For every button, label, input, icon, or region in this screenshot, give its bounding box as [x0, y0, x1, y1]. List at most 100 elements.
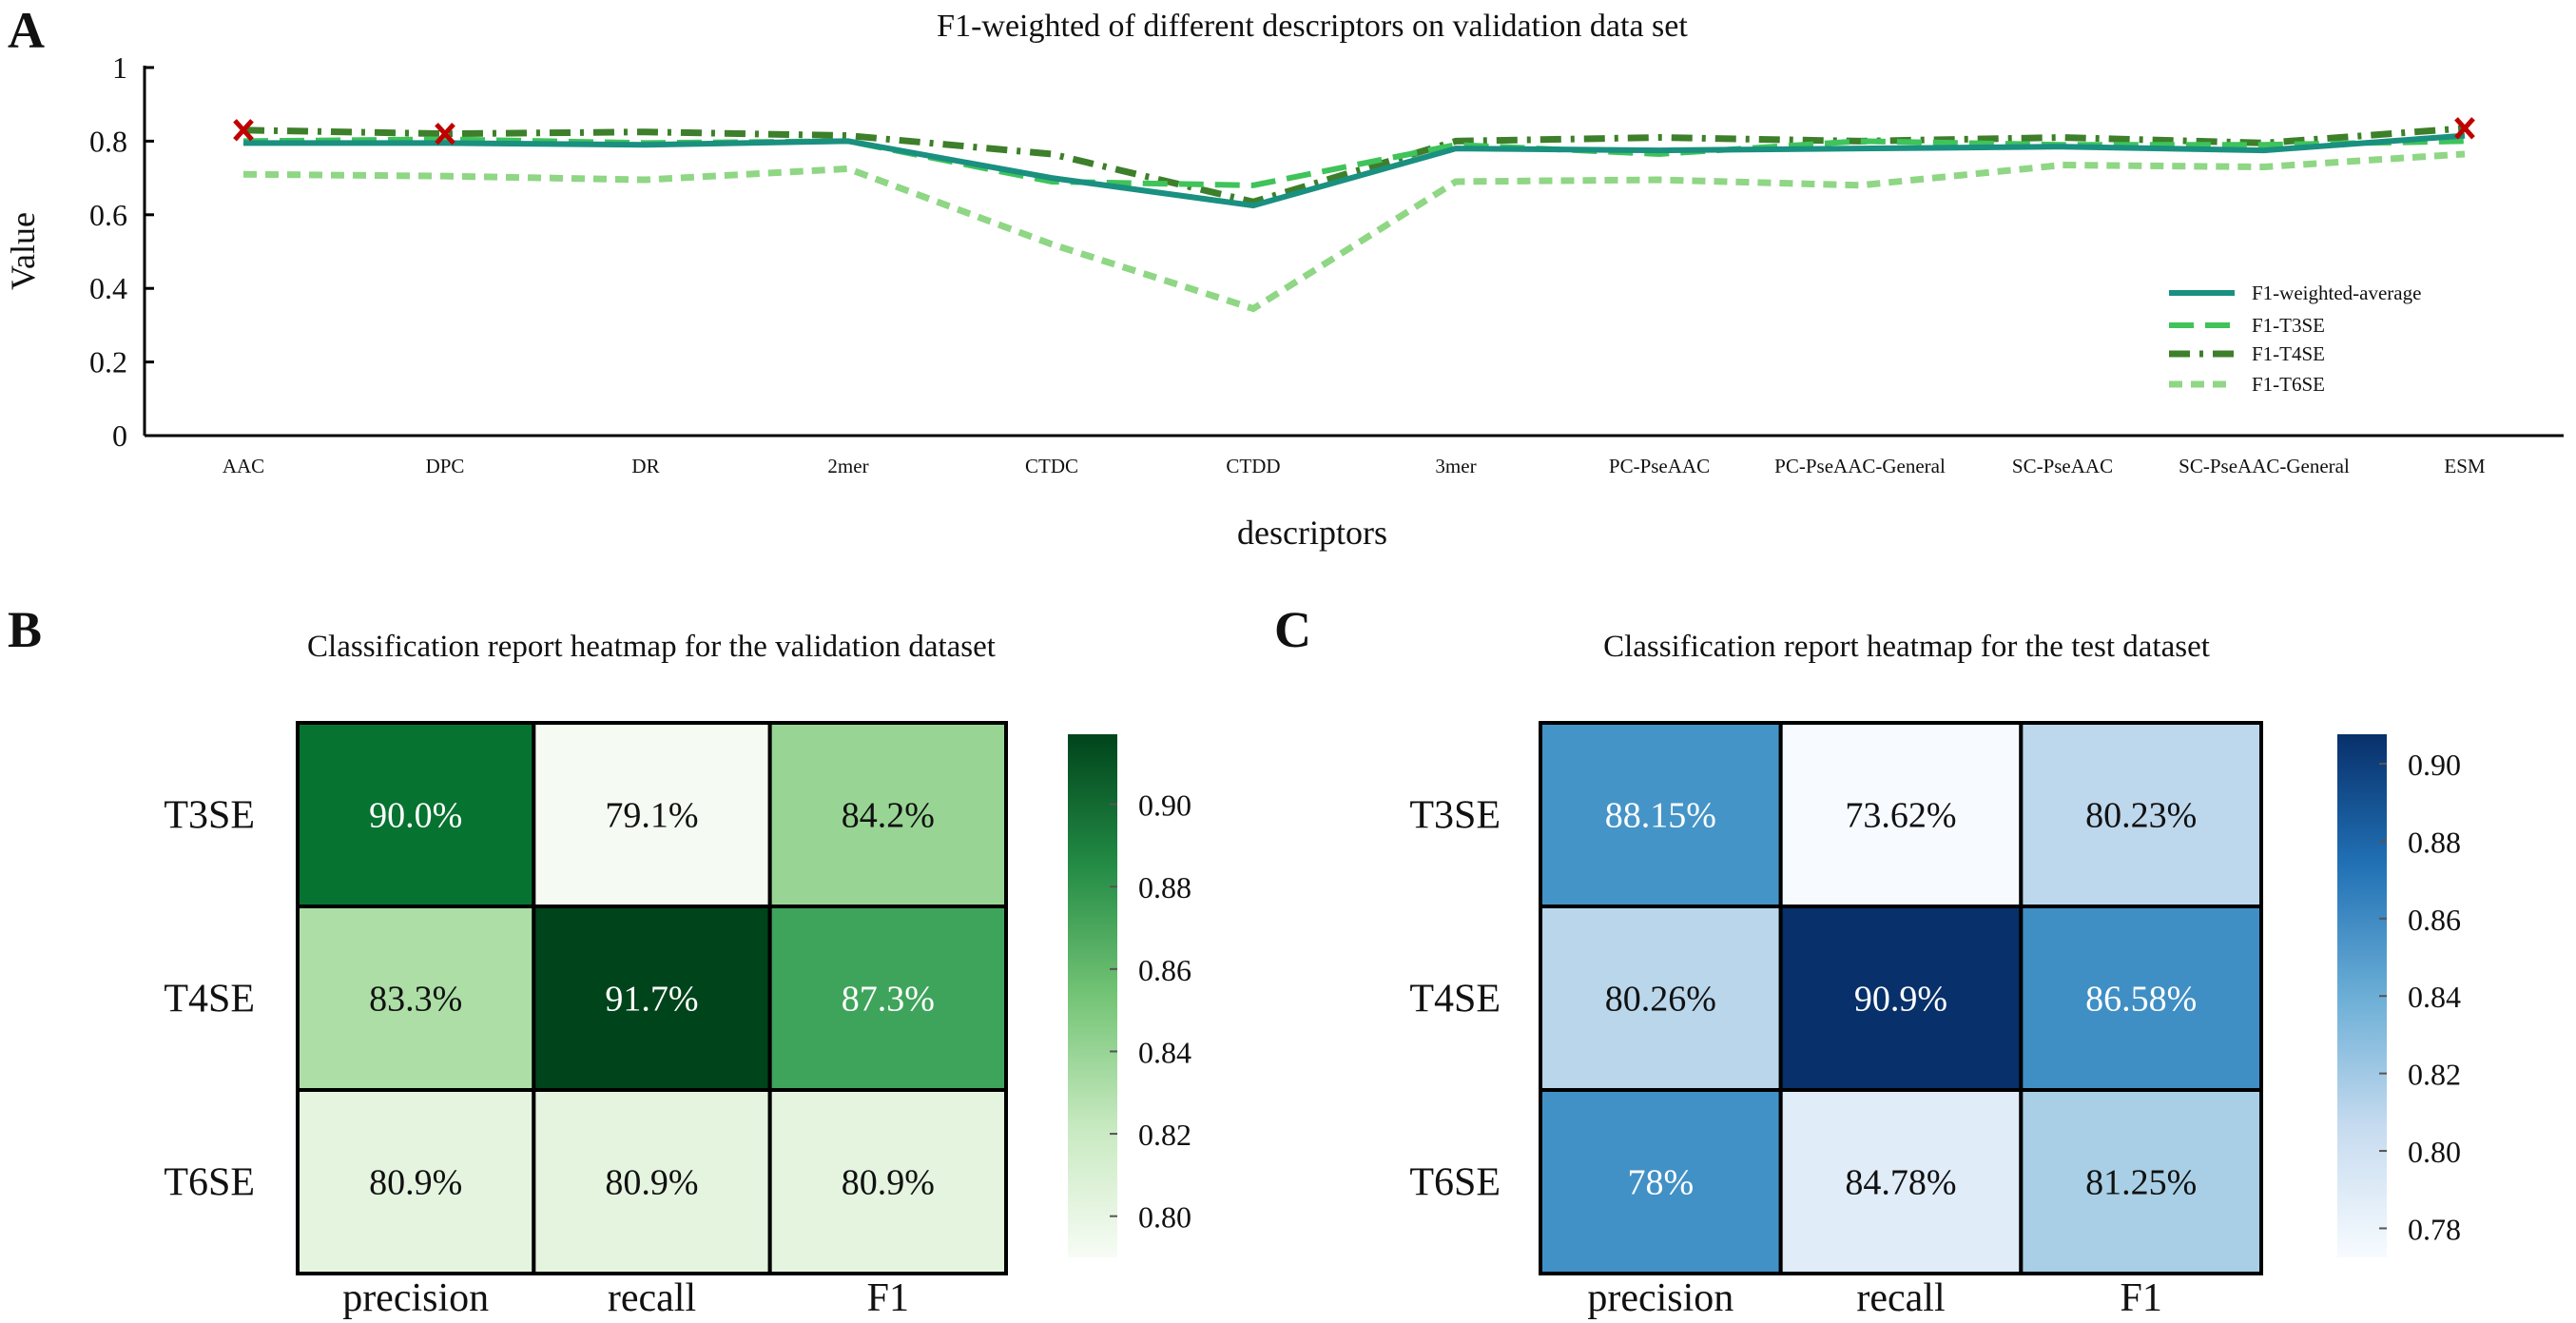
legend-label: F1-T4SE	[2252, 342, 2325, 365]
cell-value: 80.9%	[842, 1163, 935, 1203]
cell-value: 80.26%	[1605, 980, 1716, 1020]
colorbar-tick-label: 0.82	[2408, 1058, 2461, 1092]
cell-value: 84.2%	[842, 796, 935, 836]
series-line-f1-t4se	[242, 125, 2466, 205]
column-label: precision	[342, 1276, 489, 1320]
cell-value: 81.25%	[2085, 1163, 2197, 1203]
column-label: recall	[608, 1276, 696, 1320]
colorbar-tick-label: 0.88	[2408, 825, 2461, 859]
marker-stroke	[435, 122, 455, 146]
cell-value: 87.3%	[842, 980, 935, 1020]
heatmap-cell	[2019, 905, 2263, 1092]
marker-stroke	[2454, 117, 2475, 140]
colorbar-tick-label: 0.80	[1138, 1200, 1191, 1235]
heatmap-cell	[1778, 905, 2024, 1092]
heatmap-cell	[2019, 1088, 2263, 1275]
panel-label-c: C	[1274, 601, 1311, 658]
cell-value: 91.7%	[605, 980, 698, 1020]
x-tick-label: PC-PseAAC	[1609, 455, 1710, 477]
column-label: recall	[1856, 1276, 1945, 1320]
x-tick-label: 2mer	[827, 455, 868, 477]
column-label: precision	[1587, 1276, 1733, 1320]
heatmap-cell	[1539, 1088, 1783, 1275]
panel-label-a: A	[8, 2, 45, 59]
cell-value: 80.9%	[369, 1163, 462, 1203]
x-tick-label: CTDD	[1226, 455, 1280, 477]
legend-label: F1-T3SE	[2252, 314, 2325, 337]
y-tick-label: 1	[112, 50, 127, 85]
heatmap-cell	[296, 1088, 536, 1275]
colorbar-tick-label: 0.86	[1138, 953, 1191, 987]
max-marker	[2454, 117, 2475, 140]
heatmap-cell	[532, 1088, 772, 1275]
heatmap-cell	[767, 721, 1009, 908]
cell-value: 86.58%	[2085, 980, 2197, 1020]
heatmap-cell	[2019, 721, 2263, 908]
colorbar-tick-label: 0.88	[1138, 870, 1191, 905]
y-tick-label: 0.4	[89, 271, 127, 305]
y-tick-label: 0.8	[89, 124, 127, 158]
heatmap-cell	[1778, 721, 2024, 908]
max-marker	[435, 122, 455, 146]
colorbar	[2337, 734, 2387, 1257]
row-label: T3SE	[164, 794, 255, 838]
x-tick-label: SC-PseAAC-General	[2179, 455, 2350, 477]
heatmap-title: Classification report heatmap for the va…	[307, 630, 996, 664]
x-tick-label: ESM	[2444, 455, 2486, 477]
row-label: T6SE	[1409, 1161, 1501, 1205]
x-tick-label: PC-PseAAC-General	[1774, 455, 1946, 477]
legend-label: F1-T6SE	[2252, 373, 2325, 396]
panel-label-b: B	[8, 601, 42, 658]
row-label: T4SE	[1409, 978, 1501, 1021]
heatmap-cell	[1539, 905, 1783, 1092]
y-tick-label: 0.6	[89, 198, 127, 232]
heatmap-cell	[1539, 721, 1783, 908]
x-tick-label: DR	[631, 455, 659, 477]
x-tick-label: 3mer	[1435, 455, 1476, 477]
x-tick-label: CTDC	[1025, 455, 1078, 477]
heatmap-cell	[767, 1088, 1009, 1275]
colorbar-tick-label: 0.78	[2408, 1212, 2461, 1246]
x-tick-label: SC-PseAAC	[2012, 455, 2113, 477]
colorbar-tick-label: 0.84	[2408, 980, 2461, 1014]
max-marker	[233, 119, 254, 142]
cell-value: 90.9%	[1854, 980, 1947, 1020]
y-tick-label: 0	[112, 418, 127, 453]
x-tick-label: DPC	[426, 455, 465, 477]
colorbar-tick-label: 0.90	[2408, 748, 2461, 782]
cell-value: 83.3%	[369, 980, 462, 1020]
x-axis-label: descriptors	[1237, 514, 1387, 552]
colorbar-tick-label: 0.82	[1138, 1118, 1191, 1152]
series-line-f1-weighted-average	[243, 132, 2466, 209]
cell-value: 73.62%	[1845, 796, 1956, 836]
marker-stroke	[233, 119, 254, 142]
heatmap-validation: Classification report heatmap for the va…	[164, 630, 1191, 1320]
column-label: F1	[867, 1276, 909, 1320]
heatmap-title: Classification report heatmap for the te…	[1603, 630, 2210, 664]
cell-value: 80.9%	[605, 1163, 698, 1203]
colorbar-tick-label: 0.90	[1138, 788, 1191, 823]
y-tick-label: 0.2	[89, 345, 127, 379]
heatmap-test: Classification report heatmap for the te…	[1409, 630, 2461, 1320]
row-label: T6SE	[164, 1161, 255, 1205]
colorbar-tick-label: 0.84	[1138, 1035, 1191, 1069]
cell-value: 80.23%	[2085, 796, 2197, 836]
y-axis-label: Value	[4, 212, 42, 290]
chart-title: F1-weighted of different descriptors on …	[937, 9, 1688, 44]
column-label: F1	[2120, 1276, 2161, 1320]
colorbar-tick-label: 0.86	[2408, 903, 2461, 937]
legend-label: F1-weighted-average	[2252, 282, 2421, 304]
cell-value: 78%	[1628, 1163, 1695, 1203]
colorbar	[1068, 734, 1117, 1257]
cell-value: 90.0%	[369, 796, 462, 836]
cell-value: 79.1%	[605, 796, 698, 836]
row-label: T4SE	[164, 978, 255, 1021]
cell-value: 88.15%	[1605, 796, 1716, 836]
series-line-f1-t6se	[242, 150, 2466, 313]
heatmap-cell	[532, 721, 772, 908]
x-tick-label: AAC	[223, 455, 264, 477]
row-label: T3SE	[1409, 794, 1501, 838]
colorbar-tick-label: 0.80	[2408, 1135, 2461, 1169]
cell-value: 84.78%	[1845, 1163, 1956, 1203]
